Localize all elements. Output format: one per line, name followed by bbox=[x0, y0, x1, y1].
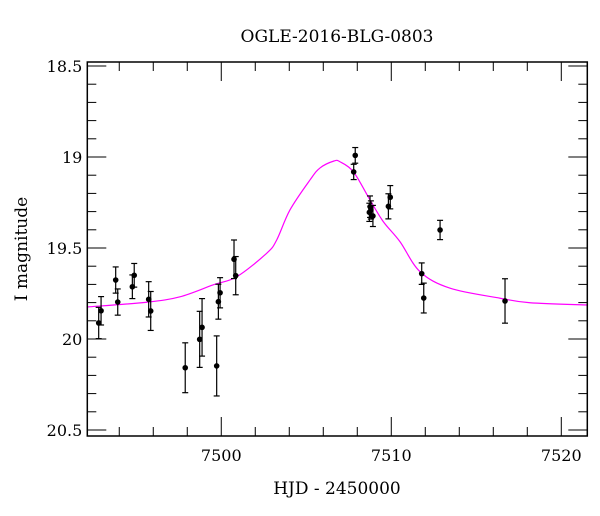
data-point-group bbox=[418, 262, 425, 285]
data-point bbox=[182, 364, 189, 371]
data-point bbox=[352, 152, 359, 159]
data-point-group bbox=[369, 204, 376, 228]
data-point-group bbox=[131, 262, 138, 288]
data-point bbox=[131, 272, 138, 279]
data-point bbox=[147, 308, 154, 314]
data-point-group bbox=[352, 146, 359, 164]
data-point bbox=[98, 307, 104, 314]
data-point-group bbox=[95, 306, 102, 340]
data-point bbox=[370, 213, 376, 219]
y-tick-label: 19 bbox=[62, 148, 82, 167]
data-point bbox=[420, 295, 427, 301]
y-tick-label: 20.5 bbox=[47, 421, 83, 440]
model-curve bbox=[87, 159, 588, 308]
plot-area bbox=[87, 146, 588, 397]
x-tick-label: 7520 bbox=[541, 446, 582, 465]
data-point-group bbox=[147, 290, 154, 332]
x-axis-label: HJD - 2450000 bbox=[273, 479, 401, 499]
data-point bbox=[217, 289, 223, 296]
data-point-group bbox=[217, 277, 224, 309]
x-tick-label: 7510 bbox=[371, 446, 412, 465]
data-point-group bbox=[213, 335, 220, 397]
chart-title: OGLE-2016-BLG-0803 bbox=[241, 27, 434, 47]
data-point-group bbox=[182, 342, 189, 394]
axis-ticks bbox=[87, 62, 588, 436]
plot-frame bbox=[86, 61, 589, 437]
data-point-group bbox=[232, 255, 239, 296]
data-point bbox=[196, 336, 203, 343]
data-point-group bbox=[199, 297, 206, 357]
data-point bbox=[112, 277, 119, 283]
data-point-group bbox=[420, 282, 427, 314]
data-point bbox=[350, 169, 357, 175]
data-point bbox=[114, 299, 121, 305]
y-tick-label: 20 bbox=[62, 330, 82, 349]
data-point bbox=[145, 296, 152, 303]
data-point-group bbox=[502, 278, 509, 324]
data-point bbox=[95, 320, 102, 326]
y-tick-label: 19.5 bbox=[47, 239, 83, 258]
data-point-group bbox=[387, 184, 394, 210]
data-point bbox=[199, 324, 205, 331]
data-point bbox=[502, 298, 508, 304]
data-point-group bbox=[98, 295, 105, 326]
data-point bbox=[387, 194, 394, 201]
data-point bbox=[232, 272, 239, 279]
data-point bbox=[213, 363, 220, 369]
x-tick-label: 7500 bbox=[201, 446, 242, 465]
data-point bbox=[437, 227, 443, 233]
y-tick-label: 18.5 bbox=[47, 57, 83, 76]
tick-labels: 7500 7510 7520 18.5 19 19.5 20 20.5 bbox=[47, 57, 582, 465]
data-point-group bbox=[437, 219, 444, 241]
data-point bbox=[368, 207, 374, 213]
data-point bbox=[418, 270, 425, 277]
y-axis-label: I magnitude bbox=[12, 197, 32, 301]
data-point-group bbox=[350, 163, 357, 181]
data-point-group bbox=[114, 288, 121, 316]
